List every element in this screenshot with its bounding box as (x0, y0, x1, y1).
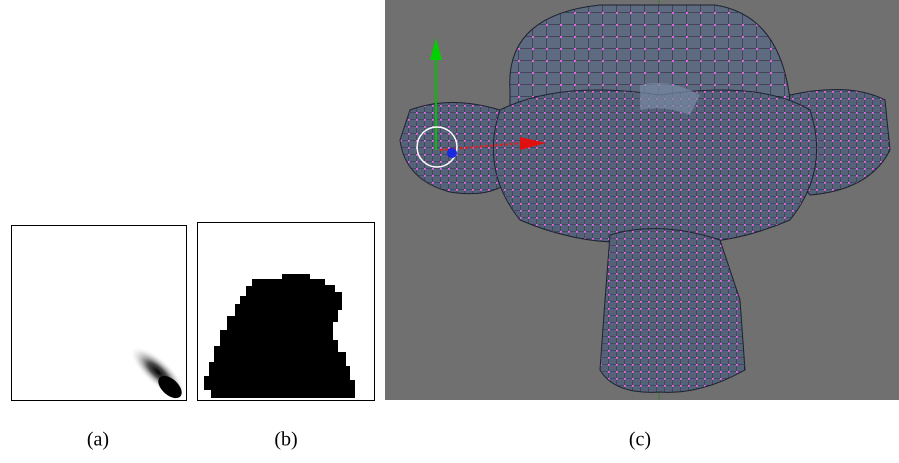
figure: (a) (b) (c) (0, 0, 899, 463)
caption: (c) (629, 429, 651, 451)
panel-a (12, 226, 194, 406)
caption: (b) (274, 429, 297, 451)
caption: (a) (87, 429, 109, 451)
panel-c-screenshot (385, 0, 899, 400)
panel-b (198, 223, 375, 401)
